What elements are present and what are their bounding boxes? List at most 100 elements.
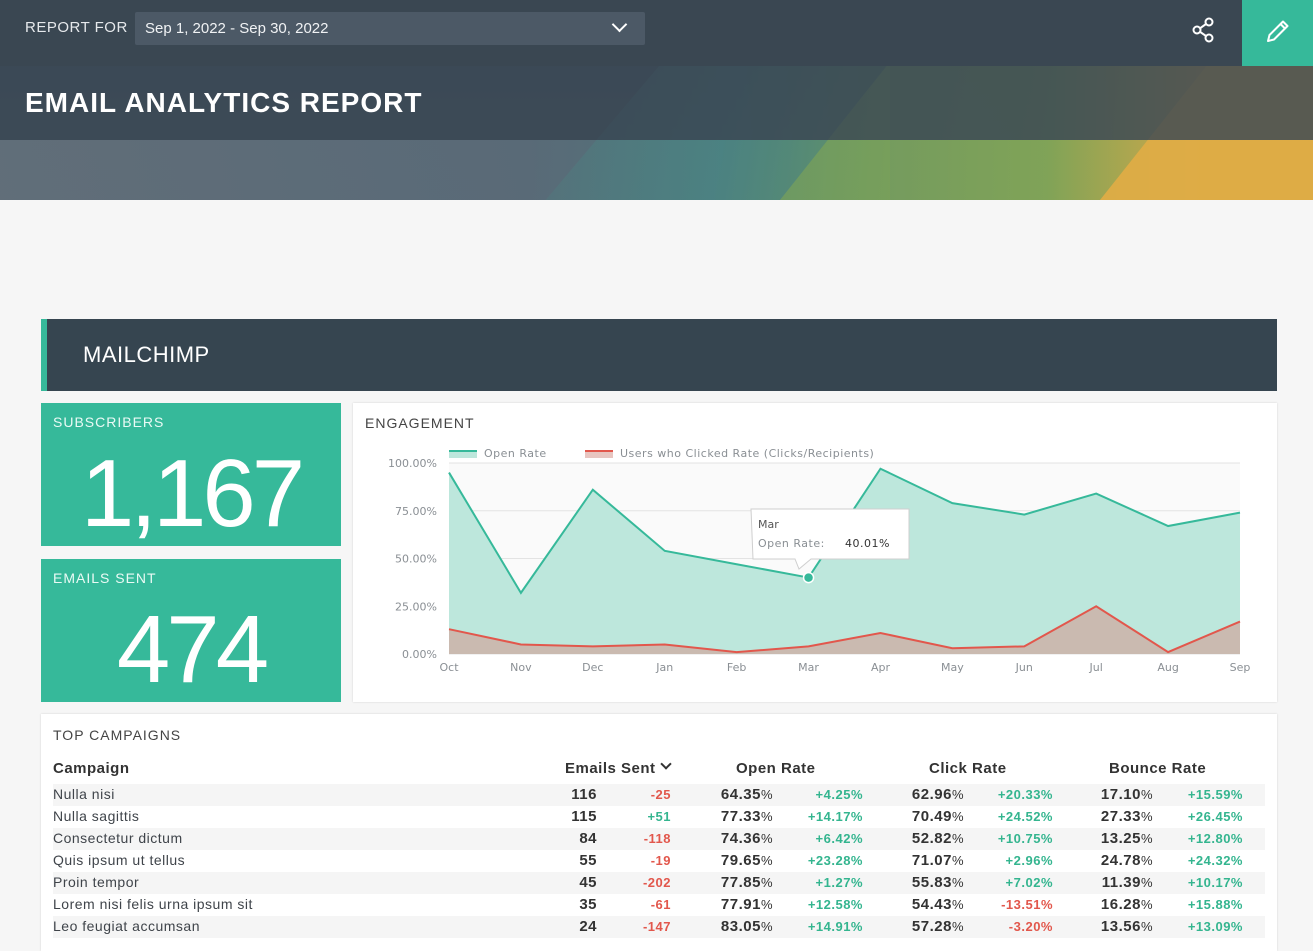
delta-value: +10.17% <box>1187 875 1243 890</box>
metric-value: 64.35% <box>720 786 773 803</box>
delta-value: -202 <box>642 875 671 890</box>
campaign-name: Consectetur dictum <box>53 830 183 846</box>
date-range-select[interactable]: Sep 1, 2022 - Sep 30, 2022 <box>135 12 645 45</box>
delta-value: -3.20% <box>1008 919 1053 934</box>
metric-value: 70.49% <box>911 808 964 825</box>
metric-value: 62.96% <box>911 786 964 803</box>
metric-value: 17.10% <box>1100 786 1153 803</box>
legend-swatch <box>449 451 477 458</box>
y-tick-label: 25.00% <box>395 600 437 613</box>
sort-desc-icon <box>659 758 672 770</box>
delta-value: -25 <box>650 787 671 802</box>
metric-value: 115 <box>571 808 597 825</box>
x-tick-label: Jul <box>1089 661 1103 674</box>
col-emails-sent[interactable]: Emails Sent <box>565 758 672 777</box>
metric-value: 77.33% <box>720 808 773 825</box>
series-area <box>449 468 1240 654</box>
chevron-down-icon <box>611 16 628 33</box>
metric-value: 54.43% <box>911 896 964 913</box>
section-title: MAILCHIMP <box>83 342 210 367</box>
x-tick-label: Jan <box>655 661 673 674</box>
table-row[interactable]: Leo feugiat accumsan 24 -147 83.05% +14.91% 5… <box>53 916 1265 938</box>
top-campaigns-card: TOP CAMPAIGNS Campaign Emails Sent Open … <box>41 714 1277 951</box>
metric-value: 71.07% <box>911 852 964 869</box>
col-bounce-rate[interactable]: Bounce Rate <box>1109 760 1207 777</box>
highlighted-point <box>802 571 815 584</box>
table-row[interactable]: Consectetur dictum 84 -118 74.36% +6.42% 52.8… <box>53 828 1265 850</box>
section-header: MAILCHIMP <box>41 319 1277 391</box>
metric-value: 116 <box>571 786 597 803</box>
pencil-icon <box>1267 20 1289 42</box>
table-row[interactable]: Nulla nisi 116 -25 64.35% +4.25% 62.96% +20.33… <box>53 784 1265 806</box>
kpi-label: EMAILS SENT <box>53 570 157 586</box>
series-area <box>449 606 1240 654</box>
delta-value: +2.96% <box>1005 853 1053 868</box>
engagement-chart[interactable]: 100.00% 75.00% 50.00% 25.00% 0.00%Oct Nov Dec J… <box>353 403 1277 702</box>
legend-label: Open Rate <box>484 447 547 460</box>
campaign-name: Leo feugiat accumsan <box>53 918 200 934</box>
campaign-name: Lorem nisi felis urna ipsum sit <box>53 896 253 912</box>
metric-value: 57.28% <box>911 918 964 935</box>
table-row[interactable]: Quis ipsum ut tellus 55 -19 79.65% +23.28% 71… <box>53 850 1265 872</box>
delta-value: +26.45% <box>1187 809 1243 824</box>
delta-value: +4.25% <box>815 787 863 802</box>
engagement-card: ENGAGEMENT 100.00% 75.00% 50.00% 25.00% 0.00… <box>353 403 1277 702</box>
report-header: REPORT FOR Sep 1, 2022 - Sep 30, 2022 EM… <box>0 0 1313 200</box>
delta-value: +15.88% <box>1187 897 1243 912</box>
metric-value: 77.91% <box>720 896 773 913</box>
metric-value: 13.56% <box>1100 918 1153 935</box>
delta-value: +24.32% <box>1187 853 1243 868</box>
kpi-value: 1,167 <box>80 440 305 547</box>
metric-value: 52.82% <box>911 830 964 847</box>
x-tick-label: Apr <box>871 661 891 674</box>
section-accent <box>41 319 47 391</box>
delta-value: +7.02% <box>1005 875 1053 890</box>
tooltip-month: Mar <box>758 518 779 531</box>
campaign-name: Nulla nisi <box>53 786 115 802</box>
campaign-name: Proin tempor <box>53 874 140 890</box>
campaign-name: Nulla sagittis <box>53 808 140 824</box>
x-tick-label: Sep <box>1230 661 1251 674</box>
edit-button[interactable] <box>1242 0 1313 66</box>
tooltip-value: 40.01% <box>845 537 890 550</box>
campaigns-table: Campaign Emails Sent Open Rate Click Rat… <box>53 758 1265 938</box>
metric-value: 24 <box>579 918 597 935</box>
delta-value: -19 <box>650 853 671 868</box>
table-body: Nulla nisi 116 -25 64.35% +4.25% 62.96% +20.33… <box>53 784 1265 938</box>
delta-value: +51 <box>647 809 671 824</box>
y-tick-label: 75.00% <box>395 505 437 518</box>
card-title: TOP CAMPAIGNS <box>53 727 182 743</box>
metric-value: 16.28% <box>1100 896 1153 913</box>
col-open-rate[interactable]: Open Rate <box>736 760 816 777</box>
metric-value: 11.39% <box>1101 874 1153 891</box>
metric-value: 83.05% <box>720 918 773 935</box>
metric-value: 13.25% <box>1100 830 1153 847</box>
delta-value: +15.59% <box>1187 787 1243 802</box>
table-row[interactable]: Lorem nisi felis urna ipsum sit 35 -61 77.9… <box>53 894 1265 916</box>
delta-value: +13.09% <box>1187 919 1243 934</box>
page-title: EMAIL ANALYTICS REPORT <box>25 87 423 118</box>
metric-value: 79.65% <box>720 852 773 869</box>
x-tick-label: Nov <box>510 661 532 674</box>
emails-sent-kpi: EMAILS SENT 474 <box>41 559 341 703</box>
col-campaign[interactable]: Campaign <box>53 760 130 777</box>
report-for-label: REPORT FOR <box>25 19 128 36</box>
delta-value: +23.28% <box>807 853 863 868</box>
y-tick-label: 0.00% <box>402 648 437 661</box>
table-row[interactable]: Nulla sagittis 115 +51 77.33% +14.17% 70.49% +… <box>53 806 1265 828</box>
title-bar <box>0 66 1313 140</box>
table-row[interactable]: Proin tempor 45 -202 77.85% +1.27% 55.83% +7.0… <box>53 872 1265 894</box>
x-tick-label: May <box>941 661 964 674</box>
metric-value: 74.36% <box>720 830 773 847</box>
delta-value: +14.91% <box>807 919 863 934</box>
delta-value: +24.52% <box>997 809 1053 824</box>
campaign-name: Quis ipsum ut tellus <box>53 852 186 868</box>
kpi-label: SUBSCRIBERS <box>53 414 165 430</box>
card-title: ENGAGEMENT <box>365 415 475 431</box>
share-icon[interactable] <box>1185 13 1221 49</box>
x-tick-label: Aug <box>1157 661 1178 674</box>
y-tick-label: 50.00% <box>395 553 437 566</box>
col-click-rate[interactable]: Click Rate <box>929 760 1007 777</box>
table-header: Campaign Emails Sent Open Rate Click Rat… <box>53 758 1265 784</box>
metric-value: 77.85% <box>720 874 773 891</box>
